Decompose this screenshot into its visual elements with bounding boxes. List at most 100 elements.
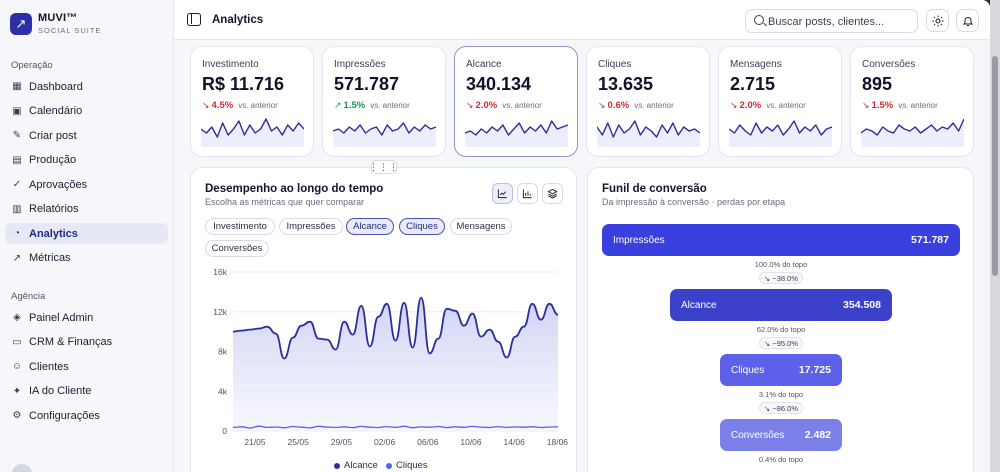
scrollbar-thumb[interactable] [992, 56, 998, 276]
funnel-drop-value: −86.0% [772, 403, 799, 413]
sidebar-item-ia-do-cliente[interactable]: ✦ IA do Cliente [5, 381, 168, 402]
sidebar-item-label: Relatórios [29, 203, 79, 215]
metric-chip-mensagens[interactable]: Mensagens [450, 218, 512, 235]
bar-chart-button[interactable] [517, 183, 538, 204]
brand-name: MUVI™ [38, 12, 78, 24]
sidebar-item-label: Criar post [29, 129, 77, 142]
funnel-drop-badge: ↘ −86.0% [759, 402, 803, 414]
grid-icon: ▦ [12, 81, 22, 92]
sidebar-item-painel-admin[interactable]: ◈ Painel Admin [5, 307, 168, 328]
funnel-stage-conversoes[interactable]: Conversões 2.482 [720, 419, 842, 451]
legend-item-cliques[interactable]: Cliques [386, 460, 428, 471]
funnel-stage-label: Alcance [681, 299, 717, 311]
trend-down-icon: ↘ [763, 403, 773, 413]
metric-chip-conversoes[interactable]: Conversões [205, 240, 269, 257]
performance-chart: 16k 12k 8k 4k 0 21/05 25/05 29/05 02/06 06/06 10/0… [213, 267, 569, 447]
funnel-stage-cliques[interactable]: Cliques 17.725 [720, 354, 842, 386]
x-tick-label: 29/05 [331, 437, 353, 447]
trend-down-icon: ↘ [763, 338, 773, 348]
series-line-cliques [232, 425, 559, 429]
y-tick-label: 12k [213, 307, 227, 317]
bar-chart-icon [522, 189, 532, 199]
theme-toggle-button[interactable] [926, 9, 949, 32]
kpi-card-impressoes[interactable]: Impressões 571.787 ↗ 1.5% vs. anterior [322, 46, 446, 157]
users-icon: ☺ [11, 361, 23, 372]
sidebar-item-dashboard[interactable]: ▦ Dashboard [5, 76, 168, 97]
line-chart-button[interactable] [492, 183, 513, 204]
kpi-delta-caption: vs. anterior [898, 101, 938, 110]
funnel-subtitle: Da impressão à conversão · perdas por et… [602, 197, 786, 207]
folder-icon: ▤ [12, 154, 22, 166]
funnel-stage-value: 571.787 [911, 234, 949, 246]
kpi-label: Mensagens [730, 59, 782, 70]
funnel-stage-impressoes[interactable]: Impressões 571.787 [602, 224, 960, 256]
series-area-alcance [233, 297, 558, 431]
kpi-delta: ↗ 1.5% vs. anterior [334, 100, 410, 111]
search-box[interactable] [745, 9, 918, 33]
kpi-card-alcance[interactable]: Alcance 340.134 ↘ 2.0% vs. anterior [454, 46, 578, 157]
metric-chip-investimento[interactable]: Investimento [205, 218, 275, 235]
search-input[interactable] [768, 14, 913, 29]
metric-chip-impressoes[interactable]: Impressões [279, 218, 343, 235]
kpi-sparkline [333, 122, 436, 147]
check-circle-icon: ✓ [12, 179, 22, 190]
kpi-delta-value: 4.5% [211, 100, 234, 111]
kpi-label: Impressões [334, 59, 386, 70]
sidebar-item-relatorios[interactable]: ▥ Relatórios [5, 199, 168, 220]
legend-dot [334, 462, 340, 469]
sidebar-item-calendario[interactable]: ▣ Calendário [5, 101, 168, 122]
y-tick-label: 8k [218, 347, 228, 357]
sidebar-item-criar-post[interactable]: ✎ Criar post [5, 125, 168, 146]
kpi-delta-value: 2.0% [475, 100, 498, 111]
kpi-delta: ↘ 2.0% vs. anterior [730, 100, 806, 111]
x-tick-label: 14/06 [504, 437, 526, 447]
sidebar-item-clientes[interactable]: ☺ Clientes [5, 356, 168, 377]
funnel-drop-value: −95.0% [772, 338, 799, 348]
funnel-stage-alcance[interactable]: Alcance 354.508 [670, 289, 892, 321]
kpi-delta-value: 0.6% [607, 100, 630, 111]
sidebar-item-label: Métricas [29, 252, 71, 264]
section-label-operation: Operação [11, 60, 53, 71]
kpi-delta-caption: vs. anterior [634, 101, 674, 110]
sidebar-toggle-icon[interactable] [187, 13, 201, 26]
metric-chip-cliques[interactable]: Cliques [399, 218, 445, 235]
sidebar-item-analytics[interactable]: ◔ Analytics [5, 223, 168, 244]
sidebar-item-configuracoes[interactable]: ⚙ Configurações [5, 405, 168, 426]
kpi-delta-caption: vs. anterior [238, 101, 278, 110]
avatar[interactable] [12, 464, 32, 472]
metric-chip-alcance[interactable]: Alcance [346, 218, 394, 235]
kpi-label: Investimento [202, 59, 259, 70]
shield-icon: ◈ [13, 312, 21, 323]
x-tick-label: 18/06 [547, 437, 569, 447]
funnel-drop-badge: ↘ −95.0% [759, 337, 803, 349]
sidebar-item-aprovacoes[interactable]: ✓ Aprovações [5, 174, 168, 195]
funnel-title: Funil de conversão [602, 183, 707, 195]
funnel-stage-label: Cliques [731, 364, 765, 376]
kpi-card-mensagens[interactable]: Mensagens 2.715 ↘ 2.0% vs. anterior [718, 46, 842, 157]
kpi-card-investimento[interactable]: Investimento R$ 11.716 ↘ 4.5% vs. anterior [190, 46, 314, 157]
sidebar-item-label: IA do Cliente [29, 385, 92, 397]
legend-dot [386, 462, 392, 469]
sidebar-item-crm-financas[interactable]: ▭ CRM & Finanças [5, 332, 168, 353]
legend-label: Cliques [396, 460, 428, 471]
kpi-card-cliques[interactable]: Cliques 13.635 ↘ 0.6% vs. anterior [586, 46, 710, 157]
layers-button[interactable] [542, 183, 563, 204]
window-scrollbar[interactable] [990, 0, 1000, 472]
kpi-value: 13.635 [598, 74, 654, 94]
funnel-stage-value: 17.725 [798, 364, 831, 376]
sidebar-item-label: CRM & Finanças [29, 336, 113, 348]
sidebar-item-producao[interactable]: ▤ Produção [5, 150, 168, 171]
kpi-label: Alcance [466, 59, 502, 70]
drag-handle[interactable]: ⋮⋮⋮ [369, 160, 398, 174]
arrow-down-right-icon: ↘ [466, 100, 474, 110]
kpi-value: R$ 11.716 [202, 74, 285, 94]
notifications-button[interactable] [956, 9, 979, 32]
kpi-sparkline [201, 118, 304, 147]
kpi-card-conversoes[interactable]: Conversões 895 ↘ 1.5% vs. anterior [850, 46, 974, 157]
kpi-value: 571.787 [334, 74, 400, 94]
brand[interactable]: ↗ MUVI™ SOCIAL SUITE [10, 12, 101, 35]
kpi-delta-value: 1.5% [871, 100, 894, 111]
legend-item-alcance[interactable]: Alcance [334, 460, 378, 471]
sidebar-item-metricas[interactable]: ↗ Métricas [5, 248, 168, 269]
